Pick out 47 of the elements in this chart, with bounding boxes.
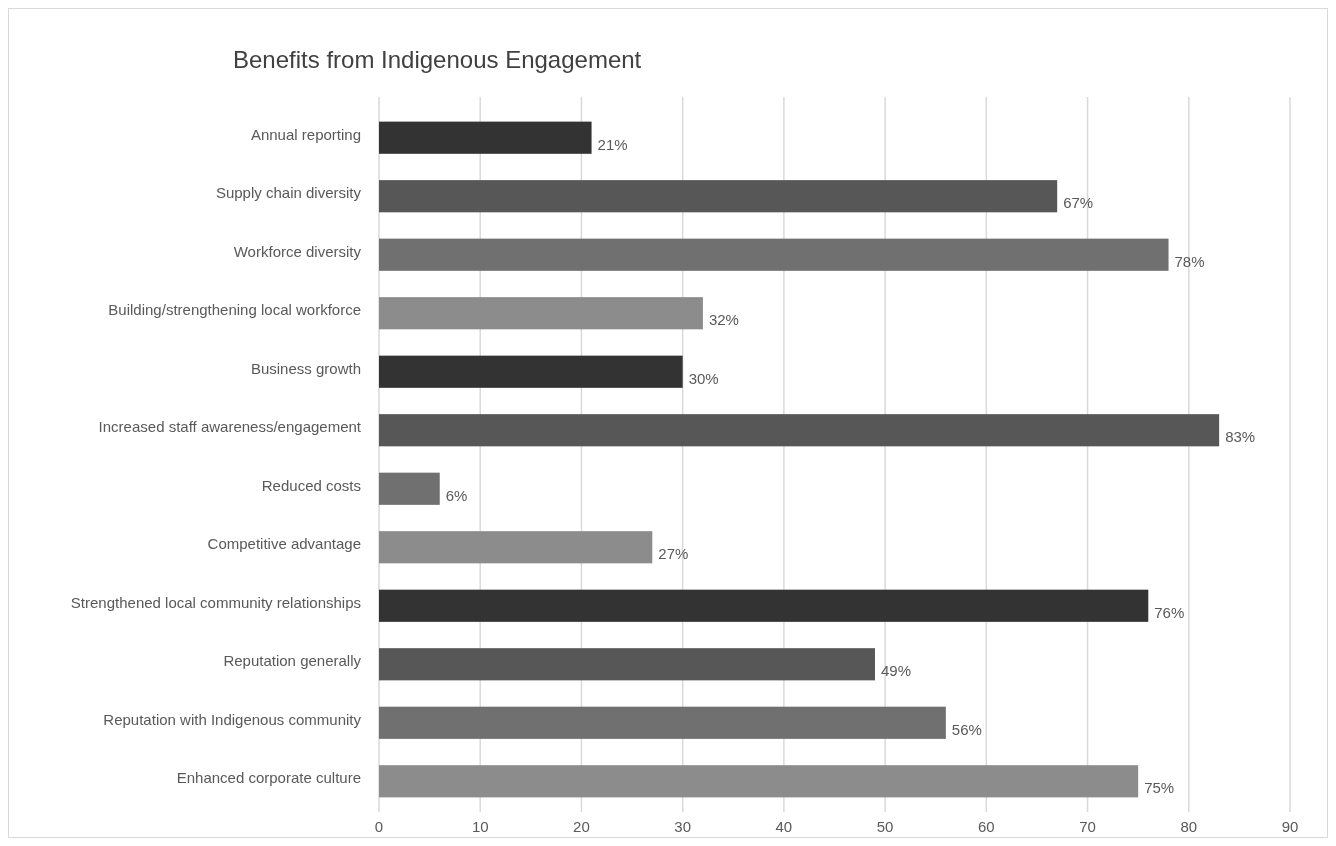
data-label: 83% (1225, 428, 1256, 446)
y-tick-label: Building/strengthening local workforce (108, 301, 361, 319)
x-tick-label: 80 (1180, 818, 1198, 835)
data-label: 78% (1174, 252, 1205, 270)
x-tick-label: 60 (977, 818, 995, 835)
bar (379, 121, 592, 154)
x-tick-label: 0 (374, 818, 384, 835)
x-tick-label: 30 (674, 818, 692, 835)
y-tick-label: Strengthened local community relationships (70, 593, 361, 611)
bar (379, 765, 1139, 798)
bar (379, 180, 1058, 213)
y-tick-label: Enhanced corporate culture (176, 769, 361, 787)
y-tick-label: Annual reporting (250, 125, 361, 143)
y-tick-label: Workforce diversity (233, 242, 362, 260)
bar (379, 706, 946, 739)
bar (379, 531, 653, 564)
data-label: 76% (1154, 603, 1185, 621)
x-tick-label: 20 (573, 818, 590, 835)
bar (379, 472, 440, 505)
data-label: 49% (880, 662, 912, 680)
data-label: 6% (445, 486, 468, 504)
chart-title: Benefits from Indigenous Engagement (233, 46, 642, 73)
data-label: 67% (1063, 194, 1094, 212)
data-label: 30% (688, 369, 719, 387)
data-label: 56% (951, 720, 982, 738)
bar (379, 648, 875, 681)
data-label: 27% (658, 545, 689, 563)
y-tick-label: Reputation generally (223, 652, 362, 670)
x-tick-label: 70 (1079, 818, 1096, 835)
bar (379, 355, 683, 388)
y-tick-label: Reduced costs (261, 476, 361, 494)
y-tick-label: Competitive advantage (207, 535, 361, 553)
y-tick-label: Increased staff awareness/engagement (98, 418, 362, 436)
bar (379, 589, 1149, 622)
bar (379, 414, 1220, 447)
y-tick-label: Supply chain diversity (215, 184, 362, 202)
x-tick-label: 40 (775, 818, 793, 835)
y-tick-label: Reputation with Indigenous community (103, 710, 362, 728)
data-label: 75% (1144, 779, 1175, 797)
y-tick-label: Business growth (250, 359, 361, 377)
x-tick-label: 10 (471, 818, 489, 835)
data-label: 21% (597, 135, 628, 153)
data-label: 32% (708, 311, 739, 329)
bar (379, 297, 703, 330)
x-tick-label: 90 (1281, 818, 1299, 835)
x-tick-label: 50 (876, 818, 894, 835)
bar (379, 238, 1169, 271)
